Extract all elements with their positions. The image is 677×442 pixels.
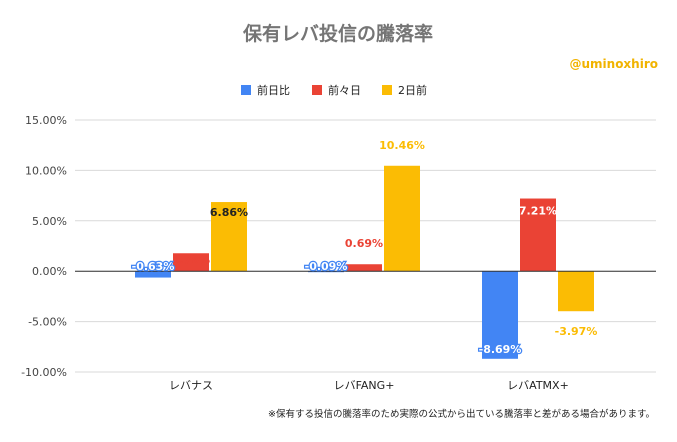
legend-swatch bbox=[382, 85, 392, 95]
data-label: -8.69% bbox=[479, 343, 522, 356]
legend-swatch bbox=[312, 85, 322, 95]
x-category-label: レバナス bbox=[169, 379, 213, 392]
bars bbox=[135, 165, 594, 359]
x-category-label: レバATMX+ bbox=[507, 379, 569, 392]
data-label: -3.97% bbox=[555, 325, 598, 338]
bar bbox=[173, 253, 209, 272]
data-label: -0.63% bbox=[132, 260, 175, 273]
y-tick-label: 0.00% bbox=[32, 265, 67, 278]
bar bbox=[346, 264, 382, 272]
y-tick-label: -5.00% bbox=[28, 316, 67, 329]
watermark: @uminoxhiro bbox=[569, 57, 658, 71]
footnote: ※保有する投信の騰落率のため実際の公式から出ている騰落率と差がある場合があります… bbox=[268, 408, 655, 420]
data-label: 7.21% bbox=[519, 205, 557, 218]
data-label: 6.86% bbox=[210, 206, 248, 219]
chart-title: 保有レバ投信の騰落率 bbox=[242, 22, 433, 45]
bar bbox=[558, 271, 594, 312]
legend-label: 前日比 bbox=[257, 83, 290, 97]
x-category-label: レバFANG+ bbox=[334, 379, 395, 392]
legend: 前日比 前々日 2日前 bbox=[241, 83, 427, 97]
data-labels: -0.63%1.78% 6.86% -0.09% 0.69% 10.46% -8.69% 7… bbox=[130, 139, 598, 357]
legend-label: 前々日 bbox=[328, 83, 361, 97]
bar bbox=[384, 165, 420, 272]
legend-swatch bbox=[241, 85, 251, 95]
data-label: 10.46% bbox=[379, 139, 425, 152]
bar bbox=[520, 198, 556, 272]
bar bbox=[211, 202, 247, 272]
y-tick-label: 5.00% bbox=[32, 215, 67, 228]
bar bbox=[135, 271, 171, 278]
bar bbox=[482, 271, 518, 359]
x-axis: レバナス レバFANG+ レバATMX+ bbox=[169, 379, 569, 392]
legend-label: 2日前 bbox=[398, 83, 427, 97]
data-label: 0.69% bbox=[345, 237, 383, 250]
y-tick-label: 15.00% bbox=[25, 114, 67, 127]
y-axis: 15.00% 10.00% 5.00% 0.00% -5.00% -10.00% bbox=[21, 114, 67, 379]
data-label: -0.09% bbox=[305, 260, 348, 273]
data-label: 1.78% bbox=[172, 253, 210, 266]
y-tick-label: 10.00% bbox=[25, 164, 67, 177]
y-tick-label: -10.00% bbox=[21, 366, 67, 379]
